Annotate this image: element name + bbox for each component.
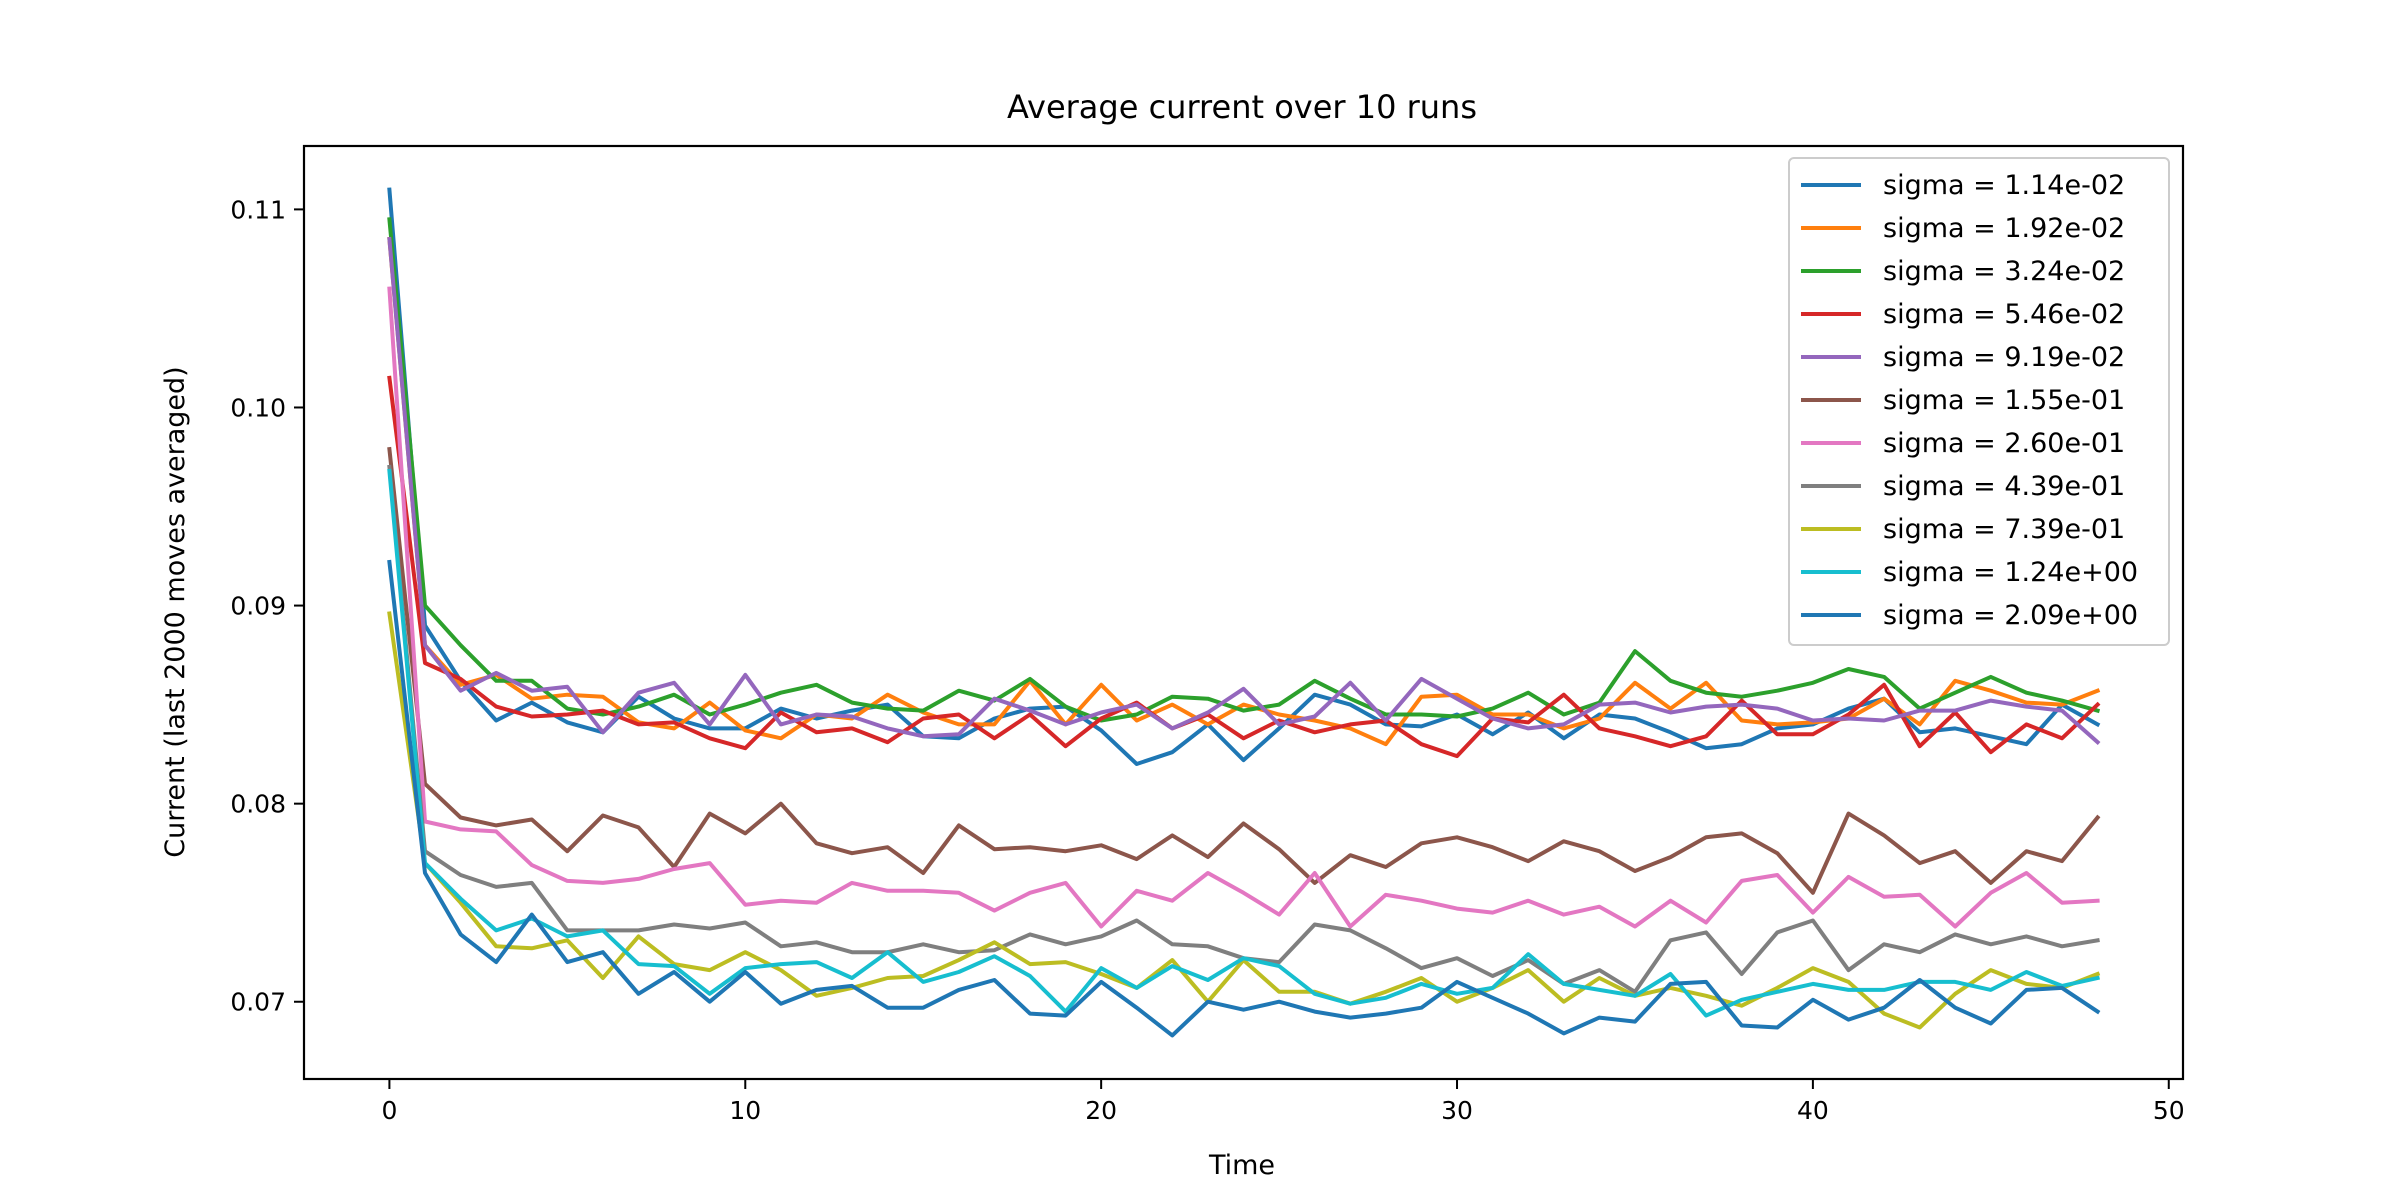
legend-label: sigma = 2.60e-01 [1883,428,2125,459]
x-tick-label: 30 [1441,1096,1473,1125]
legend-label: sigma = 1.14e-02 [1883,170,2125,201]
series-line-11 [387,559,2101,1038]
legend-label: sigma = 7.39e-01 [1883,514,2125,545]
legend-label: sigma = 4.39e-01 [1883,471,2125,502]
chart-title: Average current over 10 runs [1007,88,1477,126]
legend-box [1788,157,2170,646]
legend-label: sigma = 5.46e-02 [1883,299,2125,330]
y-tick-label: 0.08 [230,790,286,819]
plot-frame [302,144,2185,1081]
legend-label: sigma = 2.09e+00 [1883,600,2138,631]
x-tick-label: 40 [1797,1096,1829,1125]
legend-label: sigma = 9.19e-02 [1883,342,2125,373]
legend: sigma = 1.14e-02 sigma = 1.92e-02 sigma = … [1788,157,2170,646]
legend-label: sigma = 1.55e-01 [1883,385,2125,416]
x-tick-label: 0 [381,1096,397,1125]
series-line-4 [387,375,2101,759]
series-line-7 [387,286,2100,929]
legend-label: sigma = 3.24e-02 [1883,256,2125,287]
y-tick-label: 0.10 [230,393,286,422]
x-tick-label: 50 [2153,1096,2185,1125]
legend-label: sigma = 1.92e-02 [1883,213,2125,244]
x-tick-label: 10 [729,1096,761,1125]
series-line-3 [387,217,2101,723]
legend-label: sigma = 1.24e+00 [1883,557,2138,588]
series-line-5 [387,236,2101,746]
x-tick-label: 20 [1085,1096,1117,1125]
plot-lines [387,187,2101,1038]
y-tick-label: 0.11 [230,195,286,224]
y-tick-label: 0.07 [230,988,286,1017]
y-tick-label: 0.09 [230,592,286,621]
y-axis-label: Current (last 2000 moves averaged) [160,366,191,857]
x-axis-label: Time [1208,1150,1275,1181]
series-line-10 [387,468,2100,1018]
x-axis: 0 10 20 30 40 50 [381,1079,2185,1125]
y-axis: 0.07 0.08 0.09 0.10 0.11 [230,195,304,1017]
